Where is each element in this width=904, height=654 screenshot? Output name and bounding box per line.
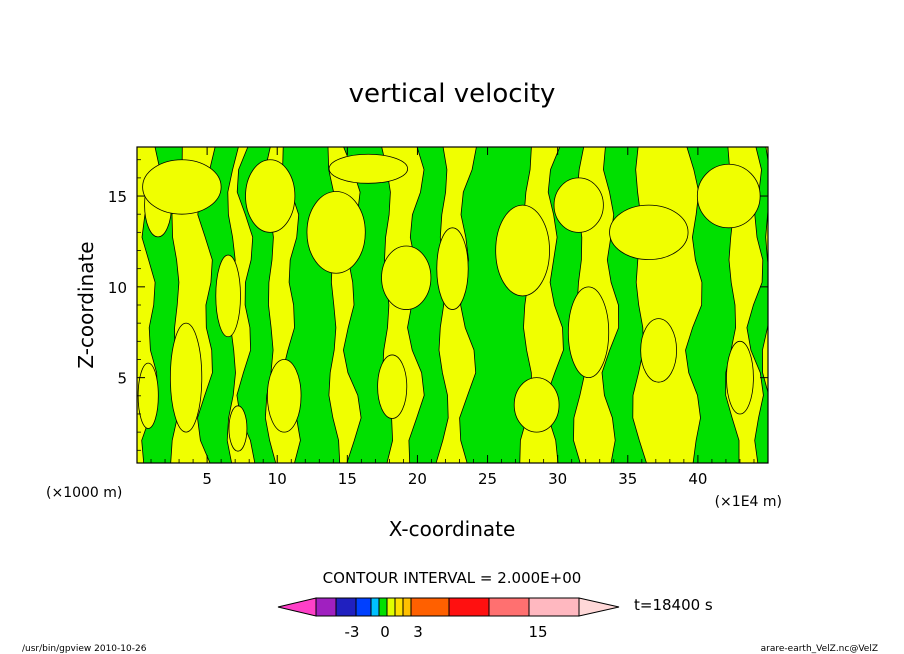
time-label: t=18400 s [634,596,713,614]
colorbar-segment [410,597,450,617]
contour-region [377,354,408,419]
contour-region [609,204,689,260]
contour-region [436,227,469,310]
contour-region [137,362,159,429]
colorbar-tick-label: 15 [528,623,547,641]
colorbar-segment [528,597,580,617]
x-axis: 5 10 15 20 25 30 35 40 [150,147,755,488]
colorbar-segment [386,597,396,617]
colorbar-segment [488,597,530,617]
x-unit-right-label: (×1E4 m) [715,494,782,510]
colorbar-segment [378,597,388,617]
footer-right: arare-earth_VelZ.nc@VelZ [761,644,878,654]
colorbar-segment [370,597,380,617]
y-axis-label: Z-coordinate [74,241,98,368]
colorbar-segment [335,597,357,617]
x-tick-label: 5 [202,470,212,488]
contour-region [640,318,677,383]
x-tick-label: 25 [478,470,497,488]
contour-region [495,204,550,297]
y-tick-label: 5 [117,370,127,388]
chart-title: vertical velocity [349,79,556,109]
contour-region [142,159,222,215]
x-tick-label: 35 [618,470,637,488]
colorbar-tick-label: -3 [345,623,360,641]
x-tick-label: 20 [408,470,427,488]
contour-regions [137,147,768,463]
y-axis: 5 10 15 [108,159,768,451]
x-axis-label: X-coordinate [389,517,516,541]
contour-region [696,163,761,229]
y-tick-label: 10 [108,279,127,297]
x-tick-label: 15 [338,470,357,488]
plot-area [136,146,769,464]
colorbar-left-arrow [277,597,317,617]
x-unit-left-label: (×1000 m) [46,485,122,501]
colorbar-segment [394,597,404,617]
contour-region [726,340,754,415]
y-tick-label: 15 [108,188,127,206]
colorbar-tick-label: 0 [380,623,390,641]
contour-region [215,254,241,338]
contour-region [169,322,203,433]
colorbar-tick-label: 3 [413,623,423,641]
contour-band [746,147,768,463]
contour-region [513,377,560,433]
x-tick-label: 40 [688,470,707,488]
colorbar-segment [315,597,337,617]
contour-region [228,405,248,452]
contour-interval-label: CONTOUR INTERVAL = 2.000E+00 [323,569,582,587]
colorbar-right-arrow [578,597,620,617]
contour-region [553,177,604,233]
colorbar-segment [355,597,372,617]
colorbar-segment [448,597,490,617]
contour-region [306,191,366,274]
contour-region [328,153,409,184]
contour-region [245,159,296,233]
x-tick-label: 10 [268,470,287,488]
colorbar [277,597,620,617]
x-tick-label: 30 [548,470,567,488]
colorbar-segment [402,597,412,617]
contour-region [267,359,302,433]
contour-region [381,245,432,310]
footer-left: /usr/bin/gpview 2010-10-26 [22,644,147,654]
contour-region [567,286,610,379]
